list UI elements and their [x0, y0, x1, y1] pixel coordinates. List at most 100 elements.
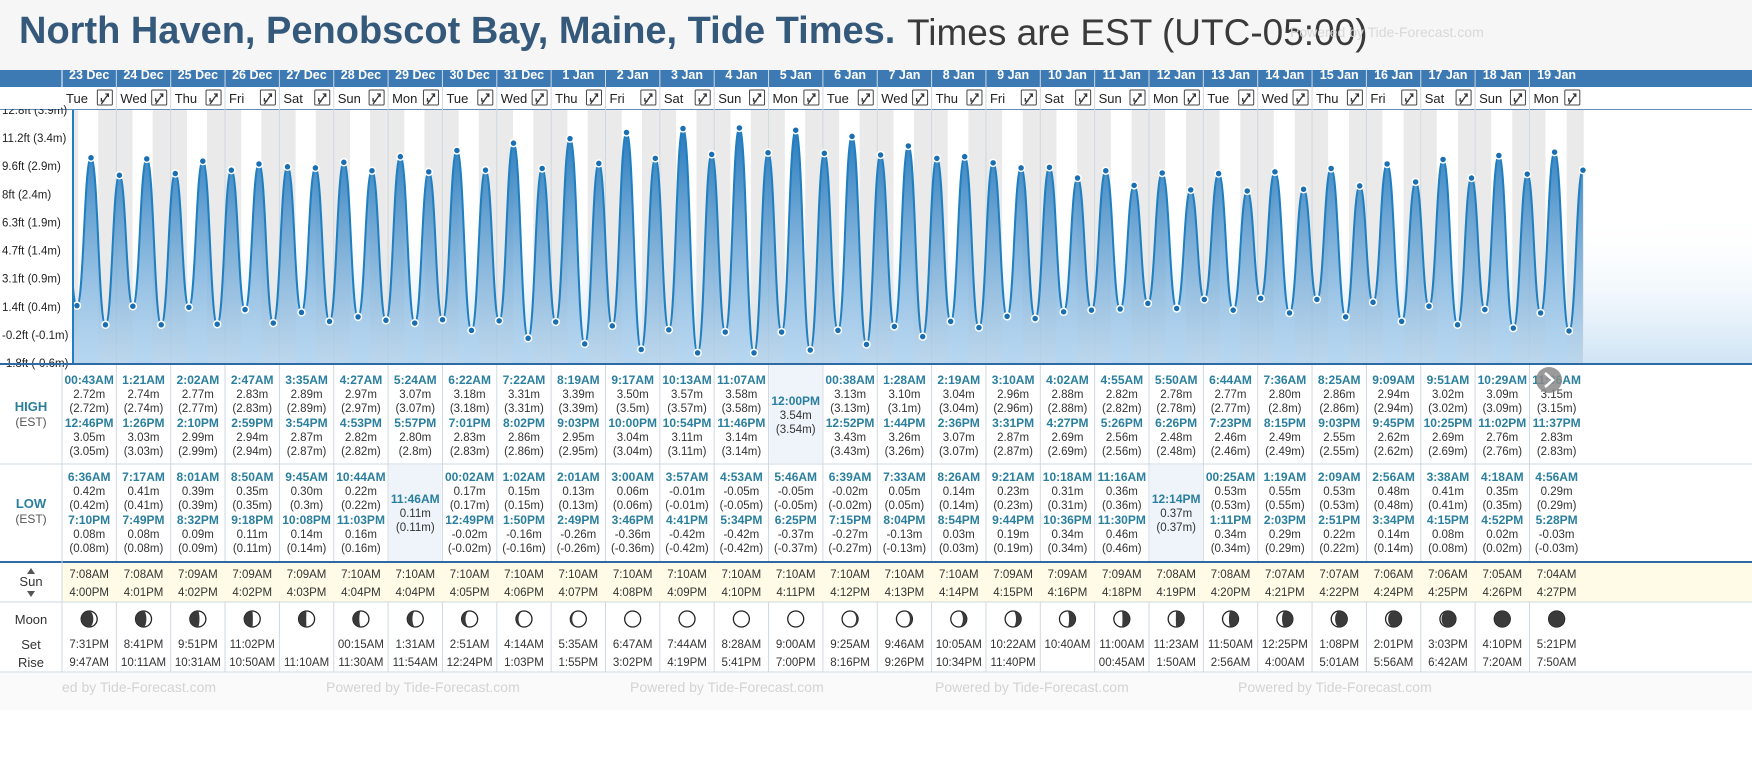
high-tide-value-alt: (3.54m)	[776, 424, 816, 436]
low-tide-time: 3:00AM	[611, 470, 654, 484]
moonrise-time: 11:30AM	[338, 657, 383, 669]
high-tide-time: 4:02AM	[1046, 373, 1089, 387]
high-tide-time: 11:07AM	[717, 373, 766, 387]
high-tide-value: 2.99m	[182, 432, 214, 444]
tide-point	[1087, 305, 1096, 315]
high-tide-value: 3.14m	[725, 432, 757, 444]
high-tide-value-alt: (3.11m)	[668, 446, 707, 458]
sun-row-bg	[62, 563, 1752, 602]
expand-day-button	[1183, 89, 1200, 106]
low-tide-time: 9:45AM	[285, 470, 328, 484]
high-tide-time: 3:10AM	[992, 373, 1035, 387]
low-tide-value-alt: (0.19m)	[993, 543, 1033, 555]
high-tide-time: 3:54PM	[286, 416, 328, 430]
scroll-right-button	[1536, 367, 1562, 393]
low-tide-time: 7:15PM	[829, 513, 871, 527]
expand-icon	[155, 93, 164, 105]
high-tide-time: 1:21AM	[122, 373, 165, 387]
low-tide-value-alt: (-0.36m)	[611, 543, 655, 555]
sunset-time: 4:14PM	[939, 587, 979, 599]
high-tide-value-alt: (2.77m)	[1211, 403, 1251, 415]
tide-point	[353, 312, 363, 322]
tide-point	[410, 318, 420, 328]
moon-shadow	[1494, 611, 1511, 627]
low-tide-time: 4:52PM	[1481, 513, 1523, 527]
weekday-label: Mon	[392, 91, 417, 106]
weekday-label: Thu	[936, 91, 958, 106]
high-tide-value-alt: (2.86m)	[1319, 403, 1359, 415]
tide-point	[367, 166, 377, 175]
tide-point	[537, 164, 547, 173]
low-tide-value-alt: (0.06m)	[613, 500, 653, 512]
expand-icon	[1513, 93, 1523, 105]
expand-day-button	[640, 89, 657, 106]
tide-point	[1453, 320, 1462, 330]
low-tide-value: 0.14m	[1378, 529, 1410, 541]
weekday-label: Sun	[1479, 91, 1502, 106]
date-label: 1 Jan	[562, 70, 594, 82]
expand-day-button	[422, 89, 439, 106]
low-tide-value: 0.16m	[345, 529, 377, 541]
high-tide-value-alt: (2.82m)	[1102, 403, 1142, 415]
tide-point	[1129, 181, 1139, 190]
weekday-label: Mon	[1533, 91, 1558, 106]
high-tide-value: 2.86m	[1323, 389, 1355, 401]
low-tide-time: 10:08PM	[282, 513, 331, 527]
high-tide-time: 11:46PM	[717, 416, 765, 430]
low-tide-value-alt: (0.22m)	[1319, 543, 1359, 555]
expand-day-button	[912, 89, 929, 106]
moonrise-time: 00:45AM	[1099, 657, 1145, 669]
sunrise-arrow-icon	[27, 568, 35, 574]
tide-point	[974, 323, 984, 332]
footer-watermark: Powered by Tide-Forecast.com	[1238, 679, 1432, 695]
low-tide-value-alt: (-0.01m)	[665, 500, 709, 512]
high-tide-value: 3.58m	[725, 389, 757, 401]
high-tide-time: 9:45PM	[1373, 416, 1415, 430]
sunset-time: 4:27PM	[1537, 587, 1577, 599]
low-tide-value: 0.36m	[1106, 486, 1138, 498]
high-tide-time: 9:17AM	[611, 373, 654, 387]
moon-shadow	[461, 611, 470, 627]
moonset-time: 1:31AM	[395, 639, 435, 651]
high-tide-time: 8:25AM	[1318, 373, 1361, 387]
low-tide-value: 0.42m	[73, 486, 105, 498]
tide-point	[693, 348, 702, 358]
sunrise-time: 7:07AM	[1265, 569, 1305, 581]
high-tide-value-alt: (2.8m)	[1268, 403, 1301, 415]
moon-phase-icon	[678, 610, 696, 628]
high-tide-time: 4:53PM	[340, 416, 382, 430]
expand-day-button	[694, 89, 711, 106]
low-tide-value-alt: (-0.13m)	[883, 543, 927, 555]
sunset-time: 4:24PM	[1374, 587, 1414, 599]
sunset-time: 4:22PM	[1319, 587, 1359, 599]
low-tide-value: 0.15m	[508, 486, 540, 498]
low-tide-value: 0.41m	[128, 486, 160, 498]
high-tide-value: 2.77m	[1215, 389, 1247, 401]
tide-point	[1200, 295, 1209, 304]
tide-point	[565, 134, 575, 143]
sunrise-time: 7:10AM	[504, 569, 544, 581]
high-tide-value-alt: (3.04m)	[613, 446, 653, 458]
expand-icon	[535, 93, 544, 105]
sunset-time: 4:08PM	[613, 587, 653, 599]
low-tide-value: 0.13m	[562, 486, 594, 498]
high-tide-value: 2.46m	[1215, 432, 1247, 444]
low-tide-value: 0.06m	[617, 486, 649, 498]
expand-icon	[1568, 93, 1577, 105]
tide-point	[1242, 186, 1252, 196]
tide-point	[763, 148, 773, 157]
high-tide-time: 9:03PM	[557, 416, 599, 430]
low-tide-value: -0.26m	[560, 529, 596, 541]
moon-shadow	[135, 611, 147, 627]
low-tide-time: 4:56AM	[1535, 470, 1578, 484]
moonset-time: 11:23AM	[1154, 639, 1199, 651]
low-tide-value: 0.03m	[943, 529, 975, 541]
high-tide-time: 12:46PM	[65, 416, 114, 430]
tide-area	[74, 127, 1583, 363]
moon-phase-icon	[624, 610, 642, 628]
low-tide-time: 9:18PM	[231, 513, 273, 527]
expand-icon	[372, 93, 381, 105]
tide-point	[184, 303, 194, 312]
low-tide-value: 0.39m	[182, 486, 214, 498]
moon-shadow	[1548, 611, 1564, 627]
